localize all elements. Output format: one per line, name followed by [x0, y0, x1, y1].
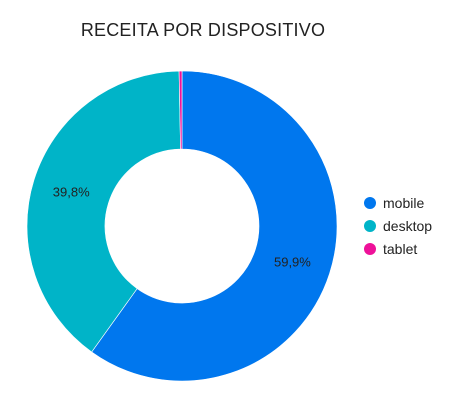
legend-label-mobile: mobile	[383, 194, 425, 211]
data-label-mobile: 59,9%	[274, 254, 311, 269]
legend-swatch-mobile	[364, 196, 376, 209]
legend-label-tablet: tablet	[383, 240, 418, 257]
slice-mobile[interactable]	[91, 70, 338, 382]
data-label-desktop: 39,8%	[53, 185, 90, 200]
legend-item-mobile[interactable]: mobile	[364, 191, 432, 214]
chart-title: RECEITA POR DISPOSITIVO	[80, 20, 326, 40]
legend-swatch-desktop	[364, 219, 376, 232]
donut-slices	[26, 70, 338, 382]
chart-legend: mobile desktop tablet	[364, 191, 432, 260]
donut-data-labels: 59,9% 39,8%	[53, 185, 312, 270]
legend-item-tablet[interactable]: tablet	[364, 237, 432, 260]
slice-desktop[interactable]	[26, 70, 181, 353]
slice-tablet[interactable]	[178, 70, 183, 150]
legend-swatch-tablet	[364, 242, 376, 255]
legend-label-desktop: desktop	[383, 217, 433, 234]
legend-item-desktop[interactable]: desktop	[364, 214, 432, 237]
